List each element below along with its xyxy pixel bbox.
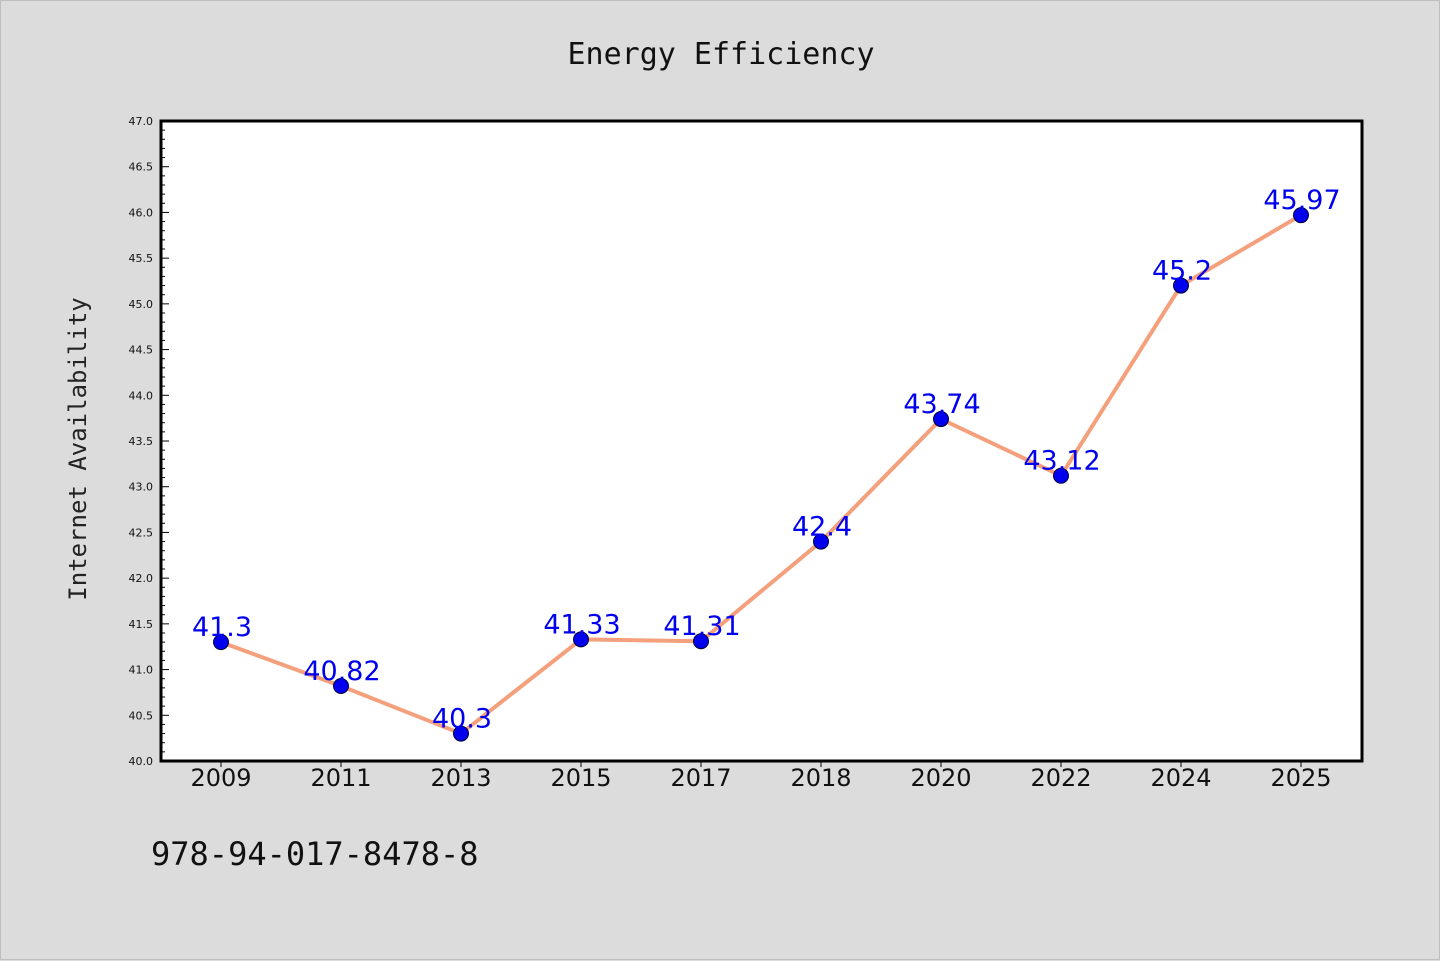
y-axis-label: Internet Availability	[64, 297, 92, 600]
data-label: 41.33	[543, 609, 620, 640]
x-tick-label: 2011	[310, 764, 371, 792]
series-line	[219, 213, 1303, 736]
data-label: 43.74	[903, 389, 980, 420]
y-tick-label: 40.0	[129, 755, 154, 768]
x-tick-label: 2024	[1150, 764, 1211, 792]
y-tick-label: 45.5	[129, 252, 154, 265]
y-axis: 40.0 40.5 41.0 41.5 42.0 42.5 43.0 43.5 44.0 44.5…	[129, 115, 169, 768]
x-tick-label: 2013	[430, 764, 491, 792]
y-tick-label: 42.0	[129, 572, 154, 585]
x-tick-label: 2015	[550, 764, 611, 792]
data-label: 40.3	[432, 704, 492, 735]
y-tick-label: 40.5	[129, 709, 154, 722]
x-tick-label: 2025	[1270, 764, 1331, 792]
data-label: 40.82	[303, 656, 380, 687]
x-tick-label: 2022	[1030, 764, 1091, 792]
x-tick-label: 2020	[910, 764, 971, 792]
x-tick-label: 2017	[670, 764, 731, 792]
plot-area	[159, 119, 1364, 763]
x-tick-label: 2018	[790, 764, 851, 792]
data-label: 43.12	[1023, 446, 1100, 477]
data-point	[213, 634, 229, 651]
data-series: 41.3 40.82 40.3 41.33 41.31 42.4 43.74 43.12 45.…	[192, 185, 1341, 742]
data-point	[1173, 277, 1189, 294]
y-tick-label: 45.0	[129, 298, 154, 311]
y-tick-label: 46.5	[129, 161, 154, 174]
y-tick-label: 41.0	[129, 664, 154, 677]
y-tick-label: 47.0	[129, 115, 154, 128]
x-axis: 2009 2011 2013 2015 2017 2018 2020 2022 2024 2025	[190, 761, 1332, 792]
x-tick-label: 2009	[190, 764, 251, 792]
y-tick-label: 42.5	[129, 526, 154, 539]
data-point	[1293, 207, 1309, 224]
y-tick-label: 44.0	[129, 389, 154, 402]
data-label: 42.4	[792, 512, 852, 543]
y-tick-label: 44.5	[129, 344, 154, 357]
y-tick-label: 43.0	[129, 481, 154, 494]
isbn-annotation: 978-94-017-8478-8	[151, 835, 479, 873]
y-tick-label: 46.0	[129, 206, 154, 219]
data-point	[813, 533, 829, 550]
y-tick-label: 43.5	[129, 435, 154, 448]
data-point	[333, 678, 349, 695]
y-tick-label: 41.5	[129, 618, 154, 631]
data-point	[573, 631, 589, 648]
data-point	[453, 725, 469, 742]
data-label: 45.2	[1152, 256, 1212, 287]
data-point	[693, 633, 709, 650]
data-point	[1053, 467, 1069, 484]
data-label: 41.3	[192, 612, 252, 643]
data-label: 45.97	[1263, 185, 1340, 216]
data-point	[933, 411, 949, 428]
chart-title: Energy Efficiency	[567, 37, 874, 72]
data-label: 41.31	[663, 611, 740, 642]
